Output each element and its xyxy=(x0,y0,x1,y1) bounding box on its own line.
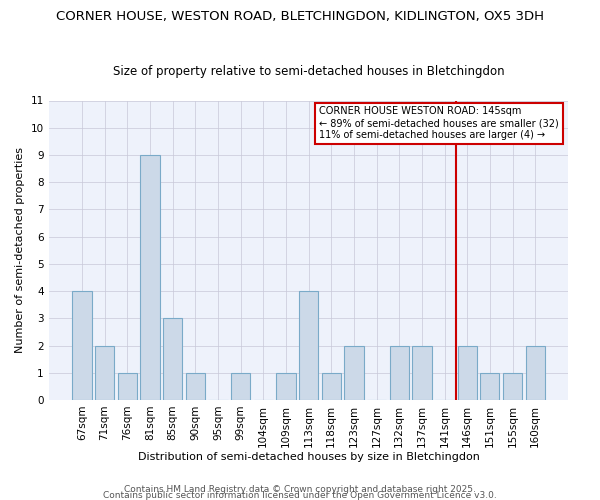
Bar xyxy=(163,318,182,400)
Bar xyxy=(389,346,409,400)
Bar xyxy=(185,372,205,400)
Bar xyxy=(276,372,296,400)
Text: Contains HM Land Registry data © Crown copyright and database right 2025.: Contains HM Land Registry data © Crown c… xyxy=(124,484,476,494)
Y-axis label: Number of semi-detached properties: Number of semi-detached properties xyxy=(15,147,25,353)
Bar xyxy=(72,291,92,400)
Bar xyxy=(299,291,318,400)
Bar xyxy=(95,346,114,400)
Bar xyxy=(118,372,137,400)
Bar xyxy=(231,372,250,400)
Bar xyxy=(322,372,341,400)
Bar xyxy=(458,346,477,400)
Bar xyxy=(344,346,364,400)
X-axis label: Distribution of semi-detached houses by size in Bletchingdon: Distribution of semi-detached houses by … xyxy=(137,452,479,462)
Bar xyxy=(503,372,522,400)
Text: CORNER HOUSE WESTON ROAD: 145sqm
← 89% of semi-detached houses are smaller (32)
: CORNER HOUSE WESTON ROAD: 145sqm ← 89% o… xyxy=(319,106,559,140)
Bar xyxy=(526,346,545,400)
Bar xyxy=(480,372,499,400)
Title: Size of property relative to semi-detached houses in Bletchingdon: Size of property relative to semi-detach… xyxy=(113,66,505,78)
Text: CORNER HOUSE, WESTON ROAD, BLETCHINGDON, KIDLINGTON, OX5 3DH: CORNER HOUSE, WESTON ROAD, BLETCHINGDON,… xyxy=(56,10,544,23)
Bar xyxy=(140,155,160,400)
Text: Contains public sector information licensed under the Open Government Licence v3: Contains public sector information licen… xyxy=(103,490,497,500)
Bar xyxy=(412,346,431,400)
